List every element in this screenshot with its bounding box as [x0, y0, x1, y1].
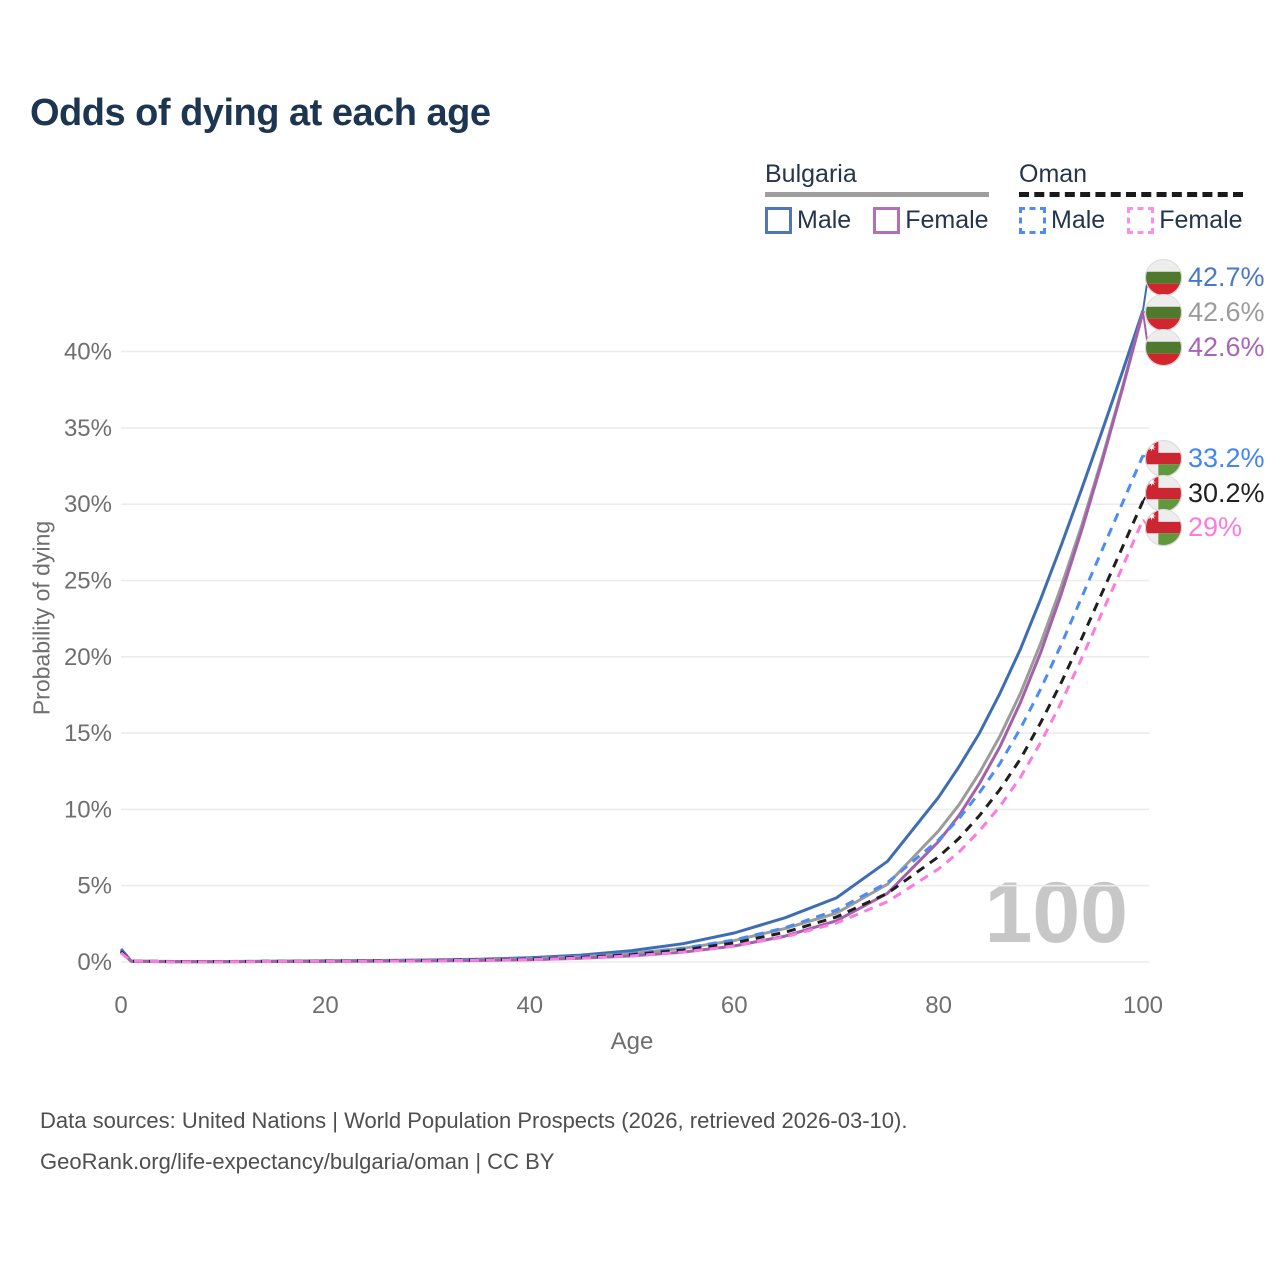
bulgaria-flag-icon [1145, 328, 1182, 366]
data-sources-note: Data sources: United Nations | World Pop… [40, 1108, 908, 1133]
oman-dashed-line-sample [1019, 192, 1243, 197]
legend-item-label[interactable]: Male [797, 206, 852, 234]
series-end-label-oman-female: 29% [1145, 508, 1242, 546]
attribution-note: GeoRank.org/life-expectancy/bulgaria/oma… [40, 1149, 555, 1174]
legend-item-bulgaria-female[interactable]: Female [873, 206, 989, 235]
bulgaria-flag-icon [1145, 258, 1182, 296]
x-tick-label: 60 [721, 992, 748, 1019]
legend-item-label[interactable]: Female [905, 206, 989, 234]
oman-flag-icon [1145, 474, 1182, 512]
legend-item-oman-female[interactable]: Female [1127, 206, 1243, 235]
legend-item-label[interactable]: Male [1051, 206, 1106, 234]
series-end-label-bulgaria-male: 42.7% [1145, 258, 1265, 296]
oman-female-swatch-icon[interactable] [1127, 207, 1155, 234]
bulgaria-solid-line-sample [765, 192, 989, 197]
bulgaria-male-swatch-icon[interactable] [765, 207, 792, 234]
x-tick-label: 80 [925, 992, 952, 1019]
x-tick-label: 0 [114, 992, 127, 1019]
bulgaria-flag-icon [1145, 293, 1182, 331]
x-tick-label: 40 [516, 992, 543, 1019]
series-line-bulgaria-female[interactable] [120, 311, 1145, 964]
y-tick-label: 15% [64, 720, 112, 747]
oman-male-swatch-icon[interactable] [1019, 207, 1046, 234]
age-watermark: 100 [984, 865, 1129, 961]
y-tick-label: 35% [64, 415, 112, 442]
x-tick-label: 100 [1123, 992, 1163, 1019]
legend-item-bulgaria-male[interactable]: Male [765, 206, 851, 235]
series-line-bulgaria-both-sexes[interactable] [119, 311, 1145, 964]
y-tick-label: 20% [64, 644, 112, 671]
end-value-label: 42.6% [1188, 331, 1265, 362]
series-line-bulgaria-male[interactable] [119, 309, 1145, 963]
end-label-connector [1142, 454, 1153, 459]
y-tick-label: 0% [77, 949, 112, 976]
x-axis-title: Age [610, 1028, 654, 1055]
series-line-oman-both-sexes[interactable] [119, 500, 1145, 963]
series-end-label-oman-both-sexes: 30.2% [1145, 474, 1265, 512]
y-tick-label: 30% [64, 491, 112, 518]
y-tick-label: 10% [64, 796, 112, 823]
oman-flag-icon [1145, 508, 1182, 546]
y-tick-label: 25% [64, 568, 112, 595]
end-value-label: 42.7% [1188, 261, 1265, 292]
x-tick-label: 20 [312, 992, 339, 1019]
end-value-label: 33.2% [1188, 442, 1265, 473]
bulgaria-female-swatch-icon[interactable] [873, 207, 901, 234]
end-value-label: 30.2% [1188, 477, 1265, 508]
series-end-label-bulgaria-female: 42.6% [1145, 328, 1265, 366]
legend-item-oman-male[interactable]: Male [1019, 206, 1105, 235]
y-tick-label: 40% [64, 339, 112, 366]
legend-group-bulgaria: Bulgaria Male Female [765, 160, 989, 235]
legend-group-title-oman: Oman [1019, 160, 1088, 188]
series-line-oman-female[interactable] [120, 518, 1145, 964]
page-title: Odds of dying at each age [30, 92, 491, 134]
legend-item-label[interactable]: Female [1159, 206, 1243, 234]
series-end-label-oman-male: 33.2% [1145, 439, 1265, 477]
end-value-label: 42.6% [1188, 296, 1265, 327]
end-value-label: 29% [1188, 511, 1243, 542]
series-end-label-bulgaria-both-sexes: 42.6% [1145, 293, 1265, 331]
legend-group-title-bulgaria: Bulgaria [765, 160, 857, 188]
y-tick-label: 5% [77, 873, 112, 900]
legend-group-oman: Oman Male Female [1019, 160, 1243, 235]
oman-flag-icon [1145, 439, 1182, 477]
